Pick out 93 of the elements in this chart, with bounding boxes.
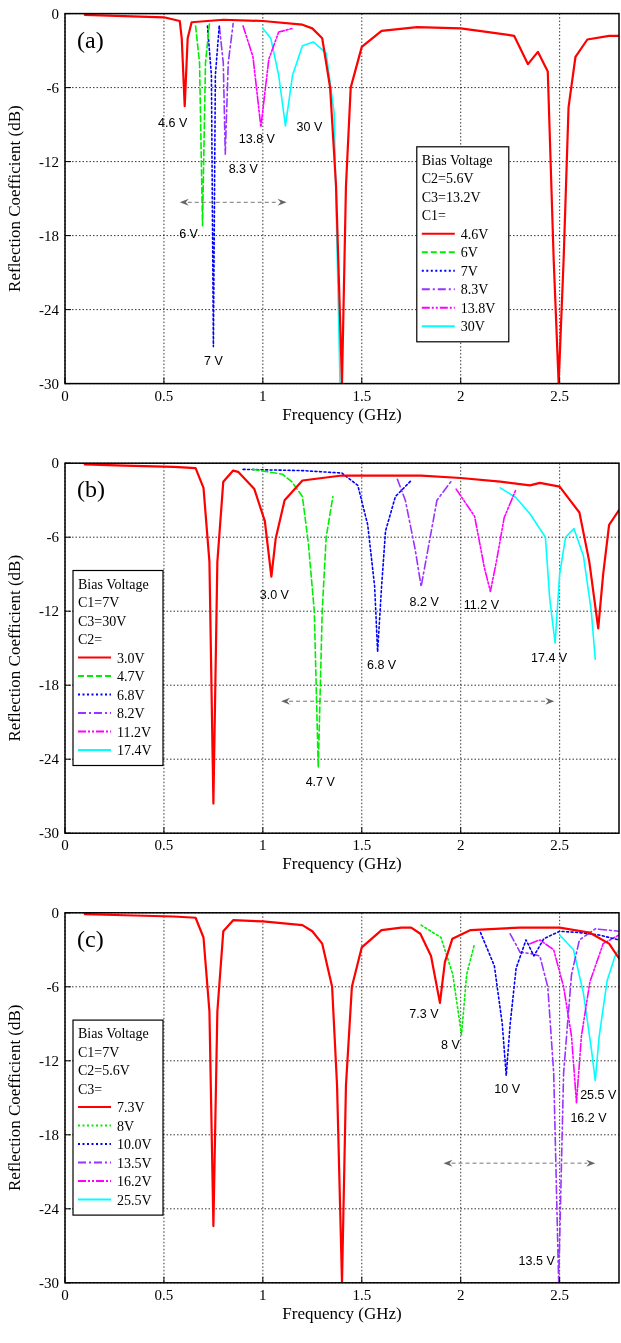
x-tick-label: 2: [456, 1286, 465, 1303]
legend-label: 3.0V: [117, 650, 145, 666]
x-tick-label: 2: [456, 387, 465, 404]
line-series: [509, 928, 619, 1283]
line-series: [194, 22, 211, 227]
line-series: [252, 468, 334, 769]
annotation: 30 V: [296, 120, 323, 135]
legend-label: 8.3V: [460, 282, 489, 298]
annotation: 7 V: [204, 353, 224, 368]
x-tick-label: 1: [259, 387, 267, 404]
legend-title: Bias Voltage C1=7V C2=5.6V C3=: [78, 1026, 149, 1097]
y-tick-label: -24: [39, 1201, 60, 1218]
x-tick-label: 1: [259, 837, 267, 854]
y-tick-label: -18: [39, 227, 59, 244]
annotation: 11.2 V: [463, 597, 500, 612]
legend-label: 7V: [460, 263, 478, 279]
y-tick-label: -6: [46, 979, 60, 996]
x-tick-label: 2: [456, 837, 465, 854]
x-tick-label: 0.5: [154, 1286, 174, 1303]
x-tick-label: 0.5: [154, 387, 174, 404]
annotation: 6.8 V: [367, 658, 397, 673]
legend-label: 6.8V: [117, 687, 145, 703]
annotation: 25.5 V: [580, 1087, 617, 1102]
annotation: 17.4 V: [531, 650, 568, 665]
legend-label: 17.4V: [117, 743, 152, 758]
legend-label: 7.3V: [117, 1100, 145, 1116]
text: (a): [77, 26, 104, 53]
line-series: [396, 478, 452, 588]
legend-label: 25.5V: [117, 1192, 152, 1208]
legend-label: 6V: [460, 245, 478, 261]
legend-label: 4.7V: [117, 669, 145, 684]
legend-label: 8V: [117, 1118, 135, 1134]
text: (c): [77, 925, 104, 952]
line-series: [206, 23, 221, 348]
line-series: [499, 487, 597, 661]
line-series: [558, 934, 619, 1082]
x-axis-title: Frequency (GHz): [282, 1303, 402, 1323]
y-tick-label: -6: [46, 529, 60, 546]
line-series: [218, 22, 234, 155]
text: (b): [77, 476, 105, 503]
annotation: 4.7 V: [305, 775, 336, 790]
y-tick-label: -12: [39, 603, 59, 620]
annotation: 4.6 V: [158, 116, 188, 131]
y-tick-label: 0: [51, 5, 59, 22]
legend-label: 13.5V: [117, 1155, 152, 1171]
y-axis-title: Reflection Coefficient (dB): [5, 105, 24, 292]
y-tick-label: 0: [51, 455, 59, 472]
legend-label: 11.2V: [117, 724, 152, 740]
annotation: 8.2 V: [409, 594, 440, 609]
x-tick-label: 1.5: [352, 387, 372, 404]
y-tick-label: -12: [39, 153, 59, 170]
x-axis-title: Frequency (GHz): [282, 404, 402, 424]
legend-title: Bias Voltage C1=7V C3=30V C2=: [78, 576, 149, 647]
y-tick-label: -24: [39, 301, 60, 318]
legend-label: 10.0V: [117, 1137, 152, 1153]
y-tick-label: -6: [46, 79, 60, 96]
legend-title: Bias Voltage C2=5.6V C3=13.2V C1=: [421, 152, 493, 224]
annotation: 3.0 V: [259, 588, 290, 603]
annotation: 6 V: [179, 227, 199, 242]
legend-label: 30V: [460, 319, 485, 335]
y-tick-label: -18: [39, 677, 59, 694]
y-tick-label: 0: [51, 905, 59, 922]
x-axis-title: Frequency (GHz): [282, 854, 402, 874]
y-tick-label: -12: [39, 1053, 59, 1070]
y-axis-title: Reflection Coefficient (dB): [5, 554, 24, 742]
annotation: 13.5 V: [518, 1254, 556, 1269]
annotation: 7.3 V: [409, 1007, 440, 1022]
line-series: [529, 934, 619, 1104]
annotation: 8.3 V: [228, 161, 259, 176]
x-tick-label: 2.5: [550, 837, 570, 854]
legend-label: 16.2V: [117, 1174, 152, 1190]
annotation: 8 V: [441, 1038, 461, 1053]
y-tick-label: -30: [39, 375, 59, 392]
legend-label: 4.6V: [460, 226, 489, 242]
line-series: [455, 488, 517, 593]
annotation: 10 V: [494, 1081, 521, 1096]
annotation: 16.2 V: [570, 1111, 608, 1126]
y-axis-title: Reflection Coefficient (dB): [5, 1004, 24, 1192]
line-series: [242, 25, 294, 128]
x-tick-label: 2.5: [550, 387, 570, 404]
y-tick-label: -24: [39, 751, 60, 768]
y-tick-label: -30: [39, 1275, 59, 1292]
legend-label: 13.8V: [460, 300, 496, 316]
annotation: 13.8 V: [238, 132, 276, 147]
x-tick-label: 1.5: [352, 837, 372, 854]
x-tick-label: 1.5: [352, 1286, 372, 1303]
x-tick-label: 2.5: [550, 1286, 570, 1303]
x-tick-label: 0.5: [154, 837, 174, 854]
y-tick-label: -18: [39, 1127, 59, 1144]
line-series: [479, 930, 619, 1077]
x-tick-label: 1: [259, 1286, 267, 1303]
legend-label: 8.2V: [117, 706, 145, 721]
y-tick-label: -30: [39, 825, 59, 842]
